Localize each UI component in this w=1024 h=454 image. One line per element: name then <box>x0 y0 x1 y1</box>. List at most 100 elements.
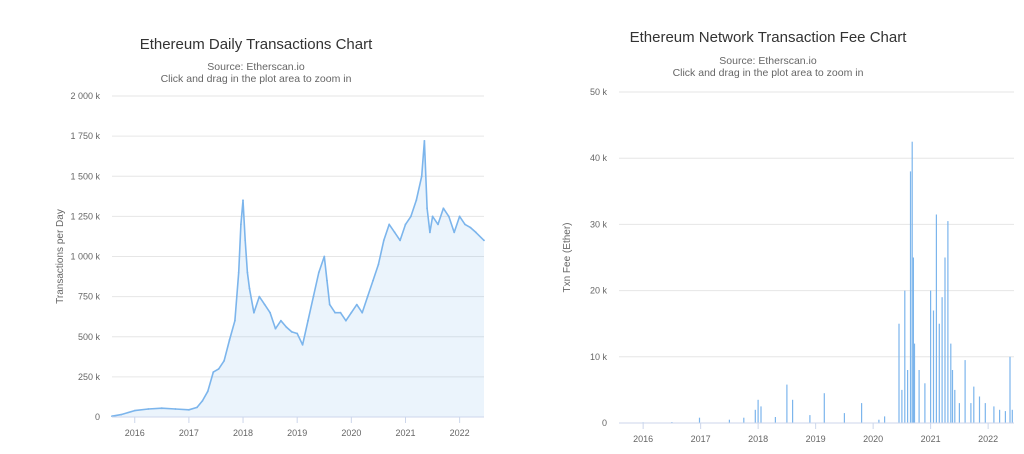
data-point[interactable] <box>429 231 431 234</box>
fee-bar[interactable] <box>973 386 975 423</box>
fee-bar[interactable] <box>760 406 762 423</box>
data-point[interactable] <box>246 271 249 274</box>
data-point[interactable] <box>393 231 396 234</box>
data-point[interactable] <box>355 303 358 306</box>
fee-bar[interactable] <box>930 290 932 423</box>
data-point[interactable] <box>483 239 485 242</box>
data-point[interactable] <box>201 400 204 402</box>
fee-bar[interactable] <box>947 221 949 423</box>
fee-bar[interactable] <box>941 297 943 423</box>
data-point[interactable] <box>464 223 466 226</box>
data-point[interactable] <box>453 231 456 234</box>
data-point[interactable] <box>399 239 401 242</box>
data-point[interactable] <box>334 311 336 314</box>
data-point[interactable] <box>290 331 293 333</box>
data-point[interactable] <box>339 311 342 314</box>
data-point[interactable] <box>269 311 271 314</box>
data-point[interactable] <box>228 339 231 341</box>
data-point[interactable] <box>382 239 385 242</box>
fee-bar[interactable] <box>993 406 995 423</box>
fee-bar[interactable] <box>909 171 912 423</box>
data-point[interactable] <box>372 279 374 282</box>
fee-bar[interactable] <box>935 214 937 424</box>
data-point[interactable] <box>323 255 326 258</box>
data-point[interactable] <box>475 231 477 234</box>
fee-bar[interactable] <box>938 323 940 423</box>
data-point[interactable] <box>244 239 247 242</box>
fee-bar[interactable] <box>958 403 960 423</box>
fee-bar[interactable] <box>898 323 900 423</box>
fee-bar[interactable] <box>907 370 909 423</box>
data-point[interactable] <box>377 263 380 266</box>
data-point[interactable] <box>317 271 320 274</box>
fee-bar[interactable] <box>809 415 811 423</box>
fee-bar[interactable] <box>944 257 946 424</box>
data-point[interactable] <box>237 271 240 274</box>
data-point[interactable] <box>328 303 331 306</box>
data-point[interactable] <box>415 199 418 202</box>
fee-bar[interactable] <box>951 370 954 423</box>
fee-bar[interactable] <box>698 417 701 423</box>
data-point[interactable] <box>147 408 150 410</box>
data-point[interactable] <box>350 311 353 314</box>
data-point[interactable] <box>345 319 347 322</box>
data-point[interactable] <box>280 319 282 322</box>
fee-bar[interactable] <box>843 413 845 423</box>
data-point[interactable] <box>242 199 244 202</box>
fee-bar[interactable] <box>918 370 920 423</box>
data-point[interactable] <box>206 390 209 393</box>
fee-bar[interactable] <box>884 416 886 423</box>
fee-bar[interactable] <box>757 399 759 423</box>
data-point[interactable] <box>426 207 428 210</box>
data-point[interactable] <box>274 327 277 330</box>
data-point[interactable] <box>423 140 426 142</box>
fee-bar[interactable] <box>911 141 913 423</box>
data-point[interactable] <box>388 223 391 226</box>
fee-bar[interactable] <box>964 360 966 423</box>
fee-bar[interactable] <box>970 403 972 423</box>
data-point[interactable] <box>326 279 328 282</box>
data-point[interactable] <box>258 295 261 298</box>
data-point[interactable] <box>307 319 309 322</box>
data-point[interactable] <box>361 311 364 314</box>
data-point[interactable] <box>240 223 242 226</box>
fee-bar[interactable] <box>743 417 745 423</box>
data-point[interactable] <box>188 408 190 411</box>
data-point[interactable] <box>253 311 255 314</box>
fee-bar[interactable] <box>954 389 956 423</box>
fee-bar[interactable] <box>823 393 825 423</box>
fee-bar[interactable] <box>984 403 986 423</box>
data-point[interactable] <box>285 326 288 328</box>
data-point[interactable] <box>174 408 177 410</box>
data-point[interactable] <box>234 319 236 322</box>
data-point[interactable] <box>312 295 315 298</box>
data-point[interactable] <box>223 359 226 362</box>
data-point[interactable] <box>410 215 412 218</box>
fee-bar[interactable] <box>774 417 776 423</box>
fee-bar[interactable] <box>861 403 863 423</box>
data-point[interactable] <box>447 215 450 218</box>
data-point[interactable] <box>196 406 198 409</box>
data-point[interactable] <box>133 409 136 412</box>
data-point[interactable] <box>263 303 266 306</box>
fee-bar[interactable] <box>754 409 756 423</box>
fee-bar[interactable] <box>1011 409 1013 423</box>
transactions-plot-area[interactable]: 0 250 k 500 k 750 k 1 000 k 1 250 k 1 500 k 1 7… <box>0 0 512 454</box>
data-point[interactable] <box>296 332 299 335</box>
fee-bar[interactable] <box>878 419 880 423</box>
fee-bar[interactable] <box>901 389 903 423</box>
fee-bar[interactable] <box>786 384 788 423</box>
data-point[interactable] <box>469 226 472 229</box>
data-point[interactable] <box>120 413 123 416</box>
data-point[interactable] <box>217 368 220 370</box>
fee-bar[interactable] <box>912 257 914 424</box>
fee-bar[interactable] <box>728 419 730 423</box>
data-point[interactable] <box>420 175 423 178</box>
fee-bar[interactable] <box>792 399 794 423</box>
fee-bar[interactable] <box>913 343 916 423</box>
fee-bar[interactable] <box>932 310 935 424</box>
fee-bar[interactable] <box>978 396 981 424</box>
fee-bar[interactable] <box>950 343 952 423</box>
fee-bar[interactable] <box>924 383 926 423</box>
fee-bar[interactable] <box>1004 411 1006 423</box>
